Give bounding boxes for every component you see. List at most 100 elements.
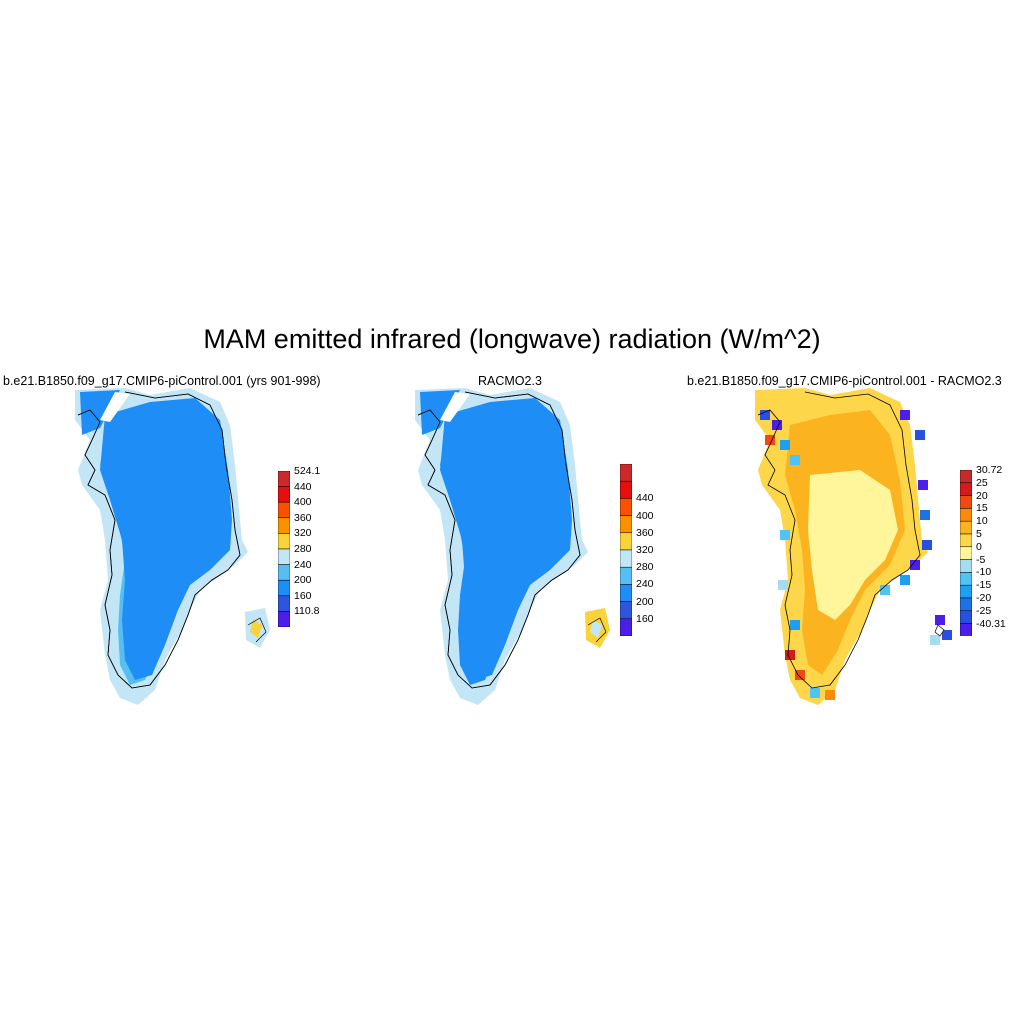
cbar3-swatch-0 [960, 470, 972, 484]
diff-iceland-outline [934, 624, 945, 637]
cbar2-swatch-1 [620, 480, 632, 499]
model-iceland [245, 608, 270, 648]
cbar1-label-9: 110.8 [294, 605, 320, 618]
difference-island [755, 388, 928, 705]
cbar3-swatch-8 [960, 572, 972, 586]
colorbar-model: 524.1 440 400 360 320 280 240 200 160 110.8 [278, 465, 338, 627]
diff-edge-cell-6 [915, 430, 925, 440]
cbar3-swatch-3 [960, 508, 972, 522]
diff-edge-cell-1 [772, 420, 782, 430]
cbar3-swatch-10 [960, 597, 972, 612]
cbar3-label-1: 25 [976, 476, 988, 489]
cbar1-label-8: 160 [294, 589, 312, 602]
cbar3-label-11: -25 [976, 604, 992, 617]
diff-edge-cell-15 [795, 670, 805, 680]
cbar1-label-7: 200 [294, 574, 312, 587]
cbar1-swatch-9 [278, 611, 290, 627]
cbar2-swatch-6 [620, 566, 632, 585]
colorbar-racmo: 440 400 360 320 280 240 200 160 [620, 464, 680, 636]
cbar2-label-5: 240 [636, 578, 654, 591]
diff-edge-cell-21 [942, 630, 952, 640]
cbar2-swatch-5 [620, 549, 632, 568]
diff-edge-cell-2 [765, 435, 775, 445]
model-iceland-coastline [247, 617, 267, 643]
cbar1-swatches [278, 471, 290, 627]
cbar1-label-3: 360 [294, 511, 312, 524]
racmo-iceland [585, 608, 610, 648]
cbar3-swatch-7 [960, 559, 972, 573]
cbar3-swatches [960, 470, 972, 637]
cbar1-swatch-4 [278, 533, 290, 550]
diff-edge-cell-20 [935, 615, 945, 625]
cbar3-label-0: 30.72 [976, 464, 1003, 476]
racmo-northwest-block [420, 390, 460, 435]
diff-edge-cell-7 [918, 480, 928, 490]
diff-edge-cell-10 [910, 560, 920, 570]
cbar1-label-6: 240 [294, 558, 312, 571]
cbar3-label-5: 5 [976, 528, 982, 540]
diff-edge-cell-12 [880, 585, 890, 595]
cbar2-label-3: 320 [636, 544, 654, 556]
cbar2-label-1: 400 [636, 509, 654, 522]
cbar3-swatch-12 [960, 623, 972, 637]
diff-edge-cell-14 [785, 650, 795, 660]
diff-coastline [757, 391, 921, 689]
cbar3-label-9: -15 [976, 579, 992, 592]
cbar1-swatch-1 [278, 486, 290, 503]
diff-edge-cell-0 [760, 410, 770, 420]
figure-title: MAM emitted infrared (longwave) radiatio… [203, 324, 821, 354]
cbar1-swatch-5 [278, 548, 290, 565]
cbar1-swatch-2 [278, 501, 290, 519]
model-iceland-core [250, 620, 262, 638]
diff-edge-cell-18 [778, 580, 788, 590]
cbar3-label-3: 15 [976, 502, 988, 515]
model-blue-region [100, 398, 232, 680]
panel-title-racmo: RACMO2.3 [478, 374, 542, 388]
map-racmo [415, 388, 610, 705]
diff-edge-cell-4 [790, 455, 800, 465]
cbar2-label-2: 360 [636, 526, 654, 539]
cbar2-swatch-3 [620, 515, 632, 534]
racmo-iceland-core [590, 620, 602, 638]
cbar3-swatch-1 [960, 482, 972, 496]
cbar1-label-2: 400 [294, 496, 312, 509]
diff-edge-cell-16 [810, 688, 820, 698]
racmo-iceland-coastline [587, 617, 607, 643]
model-coastline-top [77, 391, 241, 689]
map-difference [755, 388, 952, 705]
model-sea-channel [100, 392, 130, 422]
cbar3-swatch-2 [960, 495, 972, 509]
cbar3-label-8: -10 [976, 566, 992, 579]
colorbar-difference: 30.72 25 20 15 10 5 0 -5 -10 -15 -20 -25 -40.31 [960, 464, 1020, 637]
cbar3-label-7: -5 [976, 553, 986, 566]
diff-pale-region [808, 470, 898, 620]
cbar2-swatch-7 [620, 584, 632, 602]
diff-edge-cell-3 [780, 440, 790, 450]
racmo-coastline-top [417, 391, 581, 689]
cbar1-swatch-6 [278, 564, 290, 581]
map-model [75, 388, 270, 705]
cbar3-swatch-4 [960, 520, 972, 535]
diff-edge-cell-19 [780, 530, 790, 540]
diff-edge-cell-5 [900, 410, 910, 420]
cbar1-label-0: 524.1 [294, 465, 321, 477]
cbar3-swatch-9 [960, 584, 972, 599]
cbar2-swatches [620, 464, 632, 636]
cbar1-label-4: 320 [294, 527, 312, 540]
diff-edge-cell-22 [930, 635, 940, 645]
cbar3-label-10: -20 [976, 592, 992, 604]
cbar2-swatch-9 [620, 618, 632, 636]
diff-edge-cell-8 [920, 510, 930, 520]
cbar2-swatch-4 [620, 532, 632, 551]
cbar1-swatch-7 [278, 579, 290, 597]
cbar1-swatch-8 [278, 595, 290, 612]
cbar3-label-4: 10 [976, 515, 988, 528]
racmo-blue-region [440, 398, 572, 680]
cbar2-label-6: 200 [636, 595, 654, 608]
cbar3-swatch-5 [960, 533, 972, 548]
cbar2-swatch-2 [620, 498, 632, 516]
model-northwest-block [80, 390, 120, 435]
cbar1-swatch-0 [278, 471, 290, 487]
cbar3-label-6: 0 [976, 540, 982, 553]
cbar3-label-12: -40.31 [976, 617, 1006, 630]
